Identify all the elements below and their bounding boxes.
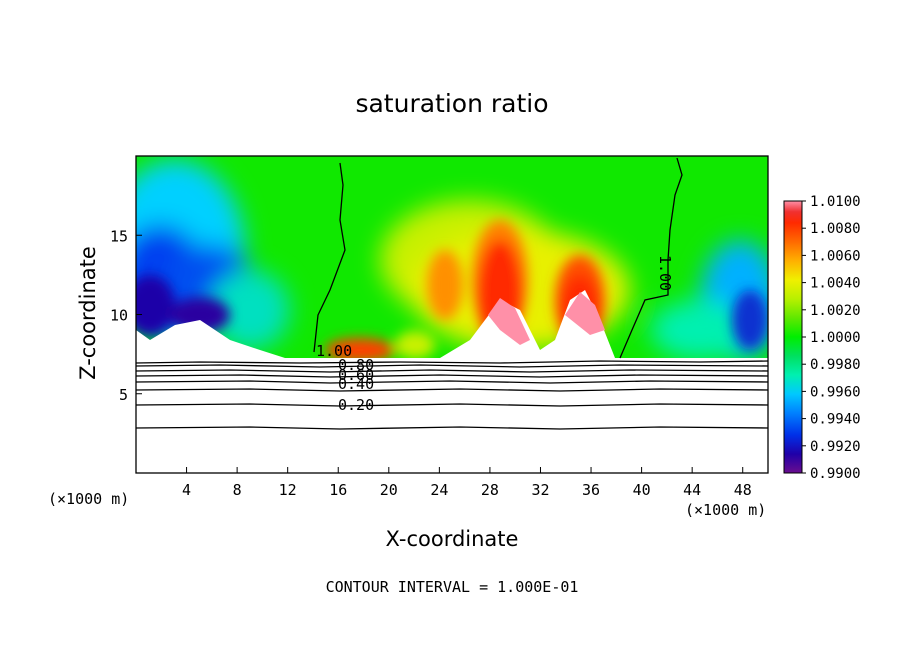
- colorbar: 1.0100 1.0080 1.0060 1.0040 1.0020 1.0000 0.99…: [783, 194, 861, 482]
- colorbar-label: 0.9960: [810, 384, 861, 400]
- colorbar-label: 1.0100: [810, 194, 861, 210]
- contour-label: 0.80: [338, 356, 374, 374]
- heatmap-field: 1.00 1.00 0.80 0.60 0.40 0.20: [136, 156, 768, 473]
- x-tick-label: 12: [279, 481, 297, 499]
- colorbar-label: 1.0040: [810, 276, 861, 292]
- y-tick-label: 5: [119, 386, 128, 404]
- x-tick-label: 8: [233, 481, 242, 499]
- x-tick-label: 36: [582, 481, 600, 499]
- x-tick-label: 40: [633, 481, 651, 499]
- x-tick-label: 24: [430, 481, 448, 499]
- contour-interval-footer: CONTOUR INTERVAL = 1.000E-01: [326, 578, 579, 596]
- x-tick-label: 4: [182, 481, 191, 499]
- colorbar-label: 1.0060: [810, 248, 861, 264]
- x-tick-label: 32: [531, 481, 549, 499]
- colorbar-label: 0.9940: [810, 412, 861, 428]
- y-tick-label: 15: [110, 227, 128, 245]
- x-tick-label: 28: [481, 481, 499, 499]
- contour-label: 0.60: [338, 366, 374, 384]
- colorbar-label: 1.0080: [810, 221, 861, 237]
- contour-label: 0.20: [338, 396, 374, 414]
- contour-label: 0.40: [338, 375, 374, 393]
- colorbar-label: 1.0020: [810, 303, 861, 319]
- x-axis: 4 8 12 16 20 24 28 32 36 40 44 48: [182, 467, 752, 499]
- contour-label: 1.00: [656, 255, 674, 291]
- y-axis-label: Z-coordinate: [76, 246, 100, 380]
- colorbar-label: 1.0000: [810, 330, 861, 346]
- x-unit-left: (×1000 m): [48, 490, 129, 508]
- colorbar-label: 0.9920: [810, 439, 861, 455]
- y-tick-label: 10: [110, 307, 128, 325]
- colorbar-label: 0.9900: [810, 466, 861, 482]
- chart-title: saturation ratio: [355, 89, 548, 118]
- colorbar-label: 0.9980: [810, 357, 861, 373]
- x-tick-label: 44: [683, 481, 701, 499]
- x-unit-right: (×1000 m): [685, 501, 766, 519]
- x-tick-label: 20: [380, 481, 398, 499]
- contour-label: 1.00: [316, 342, 352, 360]
- x-tick-label: 16: [329, 481, 347, 499]
- y-axis: 5 10 15: [110, 227, 142, 404]
- x-tick-label: 48: [734, 481, 752, 499]
- x-axis-label: X-coordinate: [386, 527, 519, 551]
